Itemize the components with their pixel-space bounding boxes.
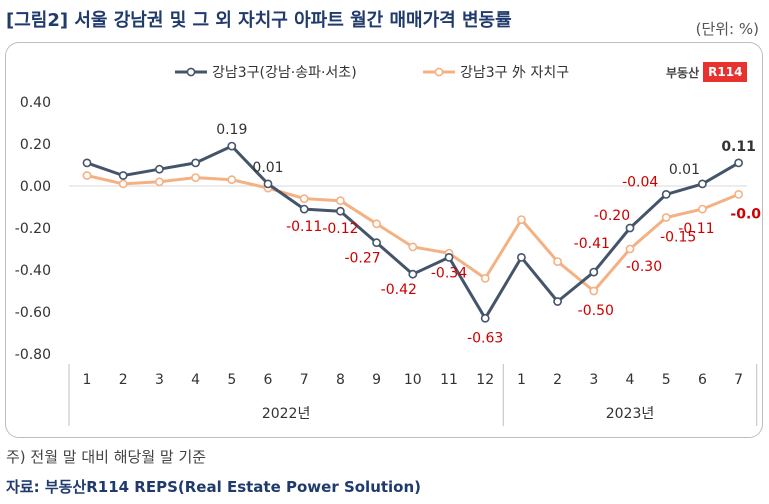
x-tick-label: 2 <box>553 372 562 388</box>
series-1-point <box>517 252 526 262</box>
legend-label-1: 강남3구(강남·송파·서초) <box>212 65 357 81</box>
series-1-point <box>82 158 92 168</box>
series-2-point <box>227 175 237 185</box>
y-tick-label: -0.80 <box>15 347 51 363</box>
series-1-point <box>335 206 345 216</box>
unit-label: (단위: %) <box>695 20 759 38</box>
data-label: -0.34 <box>431 265 467 281</box>
x-tick-label: 5 <box>662 372 671 388</box>
data-label: 0.01 <box>252 160 283 176</box>
data-label: 0.01 <box>669 162 700 178</box>
x-tick-label: 1 <box>83 372 92 388</box>
data-label: -0.04 <box>730 206 761 222</box>
y-tick-label: -0.20 <box>15 221 51 237</box>
series-2-point <box>408 242 418 252</box>
x-tick-label: 3 <box>589 372 598 388</box>
data-label: -0.12 <box>322 221 358 237</box>
logo-text: 부동산 <box>666 65 700 80</box>
series-2-point <box>480 273 490 283</box>
x-tick-label: 5 <box>227 372 236 388</box>
line-chart: 0.400.200.00-0.20-0.40-0.60-0.801 2 3 4 5 6 7 8… <box>15 65 761 426</box>
series-1-point <box>227 141 237 151</box>
series-1-point <box>154 164 164 174</box>
year-label: 2022년 <box>262 406 311 422</box>
data-label: -0.11 <box>678 221 714 237</box>
data-label: -0.27 <box>344 251 380 267</box>
series-1-point <box>118 171 128 180</box>
chart-frame <box>5 42 763 438</box>
series-2-point <box>82 171 92 180</box>
series-1-point <box>734 158 743 168</box>
x-tick-label: 10 <box>404 372 422 388</box>
legend-label-2: 강남3구 外 자치구 <box>460 65 569 81</box>
series-2-point <box>661 213 671 222</box>
x-tick-label: 11 <box>440 372 458 388</box>
series-2-point <box>589 286 599 296</box>
y-tick-label: -0.40 <box>15 263 51 279</box>
series-2-point <box>698 204 707 214</box>
x-tick-label: 2 <box>119 372 128 388</box>
data-label: -0.04 <box>622 174 658 190</box>
series-2-point <box>191 173 200 182</box>
x-tick-label: 3 <box>155 372 164 388</box>
chart-title: [그림2] 서울 강남권 및 그 외 자치구 아파트 월간 매매가격 변동률 <box>6 10 512 31</box>
series-2-point <box>517 215 526 224</box>
footnote: 주) 전월 말 대비 해당월 말 기준 <box>6 448 207 466</box>
series-1-point <box>589 267 599 277</box>
x-tick-label: 9 <box>372 372 381 388</box>
data-label: -0.50 <box>578 303 614 319</box>
series-2-point <box>335 196 345 206</box>
data-label: -0.20 <box>594 208 630 224</box>
brand-logo: 부동산 R114 <box>666 60 748 84</box>
x-tick-label: 12 <box>476 372 494 388</box>
y-tick-label: 0.40 <box>20 95 51 111</box>
y-tick-label: -0.60 <box>15 305 51 321</box>
data-label: 0.11 <box>721 139 756 155</box>
x-tick-label: 7 <box>734 372 743 388</box>
series-2-point <box>299 194 309 203</box>
data-label: 0.19 <box>216 122 247 138</box>
x-tick-label: 4 <box>626 372 635 388</box>
logo-box: R114 <box>703 62 748 82</box>
source-note: 자료: 부동산R114 REPS(Real Estate Power Solut… <box>6 478 422 496</box>
y-tick-label: 0.00 <box>20 179 51 195</box>
series-2-point <box>553 257 562 266</box>
series-1-point <box>625 223 635 233</box>
series-1-point <box>444 252 454 262</box>
data-label: -0.11 <box>286 219 322 235</box>
x-tick-label: 4 <box>191 372 200 388</box>
legend-marker-1 <box>186 67 196 77</box>
series-1-point <box>372 238 381 248</box>
series-2-point <box>734 189 743 199</box>
data-label: -0.41 <box>574 236 610 252</box>
data-label: -0.63 <box>467 330 503 346</box>
series-1-point <box>299 204 309 214</box>
series-2-point <box>118 179 128 189</box>
data-label: -0.30 <box>626 259 662 275</box>
series-1-point <box>698 179 707 189</box>
x-tick-label: 6 <box>264 372 273 388</box>
x-tick-label: 1 <box>517 372 526 388</box>
series-2-point <box>154 177 164 187</box>
series-1-point <box>263 179 273 189</box>
series-2-point <box>372 219 381 229</box>
data-label: -0.42 <box>381 282 417 298</box>
x-tick-label: 6 <box>698 372 707 388</box>
data-label: -0.15 <box>660 230 696 246</box>
series-1-point <box>553 297 562 306</box>
series-2-point <box>625 244 635 254</box>
series-1-point <box>480 313 490 323</box>
series-1-point <box>408 269 418 279</box>
x-tick-label: 8 <box>336 372 345 388</box>
series-1-point <box>661 189 671 199</box>
legend-marker-2 <box>434 67 444 77</box>
year-label: 2023년 <box>606 406 655 422</box>
y-tick-label: 0.20 <box>20 137 51 153</box>
x-tick-label: 7 <box>300 372 309 388</box>
series-1-point <box>191 158 200 168</box>
